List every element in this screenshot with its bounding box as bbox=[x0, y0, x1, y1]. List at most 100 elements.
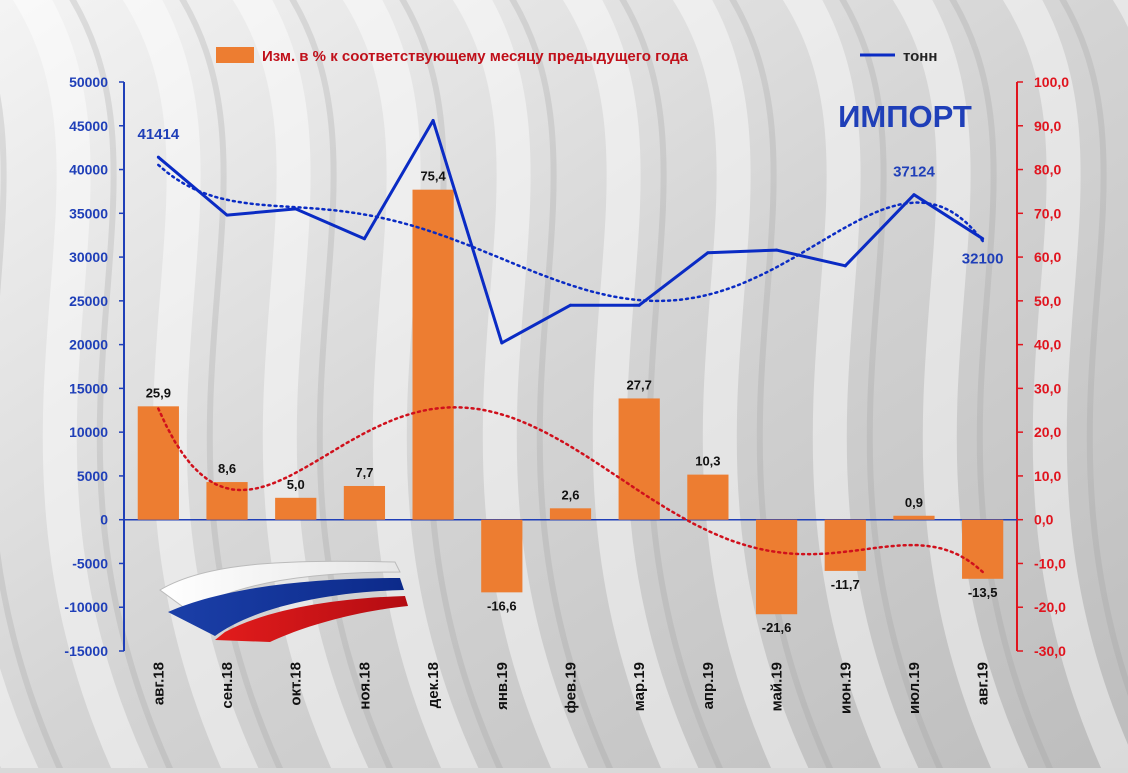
tread-stripe bbox=[892, 0, 1031, 773]
line-point bbox=[706, 251, 710, 255]
tread-groove bbox=[839, 0, 946, 773]
right-axis-tick-label: 50,0 bbox=[1034, 293, 1061, 309]
tread-groove bbox=[0, 93, 66, 773]
tread-stripe bbox=[562, 0, 701, 773]
line-data-label: 41414 bbox=[137, 126, 179, 143]
line-point bbox=[500, 341, 504, 345]
x-axis-labels: авг.18 сен.18 окт.18 ноя.18 дек.18 янв.19 фев.… bbox=[150, 662, 991, 714]
line-point bbox=[569, 303, 572, 307]
legend-bar-swatch bbox=[216, 47, 254, 63]
x-axis-tick-label: ноя.18 bbox=[356, 662, 373, 710]
bar bbox=[893, 515, 935, 520]
left-axis-tick-label: 10000 bbox=[69, 424, 108, 440]
x-axis-tick-label: фев.19 bbox=[563, 662, 580, 713]
x-axis-tick-label: янв.19 bbox=[494, 662, 511, 710]
bar-labels: 25,9 8,6 5,0 7,7 75,4 -16,6 2,6 27,7 10,3 -21,6 -1… bbox=[146, 169, 998, 636]
line-point bbox=[362, 237, 366, 241]
bar bbox=[275, 497, 317, 520]
x-axis-tick-label: июн.19 bbox=[837, 662, 854, 714]
chart-title: ИМПОРТ bbox=[838, 99, 972, 134]
bar-data-label: 2,6 bbox=[561, 487, 579, 502]
line-point bbox=[431, 119, 435, 123]
tread-stripe bbox=[782, 0, 921, 773]
trendlines bbox=[157, 163, 984, 574]
x-axis-tick-label: май.19 bbox=[769, 662, 786, 711]
tread-groove bbox=[509, 0, 616, 773]
bar-data-label: -21,6 bbox=[762, 620, 792, 635]
tread-stripe bbox=[1002, 0, 1128, 773]
tread-stripe bbox=[122, 0, 261, 773]
right-axis-tick-label: 0,0 bbox=[1034, 512, 1054, 528]
line-point bbox=[294, 207, 298, 211]
x-axis-tick-label: дек.18 bbox=[425, 662, 442, 708]
bar-data-label: 75,4 bbox=[420, 169, 446, 184]
bar bbox=[343, 485, 386, 520]
bar-data-label: 0,9 bbox=[905, 495, 923, 510]
left-axis-tick-label: 20000 bbox=[69, 337, 108, 353]
bar-data-label: -11,7 bbox=[831, 577, 860, 592]
left-axis-tick-label: 40000 bbox=[69, 162, 108, 178]
line-point bbox=[843, 264, 847, 268]
bar-data-label: -16,6 bbox=[487, 598, 517, 613]
tread-stripe bbox=[232, 0, 371, 773]
left-axis-tick-label: 15000 bbox=[69, 380, 108, 396]
left-axis-tick-label: 35000 bbox=[69, 205, 108, 221]
line-point bbox=[912, 193, 916, 197]
bar-data-label: 8,6 bbox=[218, 461, 236, 476]
tread-groove bbox=[289, 0, 396, 773]
bar-data-label: 10,3 bbox=[695, 454, 720, 469]
trendline-tonnes bbox=[157, 163, 984, 303]
bar bbox=[412, 189, 454, 520]
bar bbox=[962, 519, 1004, 579]
tread-groove bbox=[619, 0, 726, 773]
tread-stripe bbox=[12, 0, 151, 773]
bar bbox=[481, 519, 523, 593]
line-point bbox=[981, 237, 985, 241]
line-series: 41414 37124 32100 bbox=[137, 119, 1004, 345]
right-axis-tick-label: 10,0 bbox=[1034, 468, 1061, 484]
x-axis-tick-label: окт.18 bbox=[288, 662, 305, 706]
line-point bbox=[637, 303, 641, 307]
right-axis-tick-label: 90,0 bbox=[1034, 118, 1061, 134]
legend: Изм. в % к соответствующему месяцу преды… bbox=[216, 47, 937, 65]
right-axis-tick-label: 80,0 bbox=[1034, 162, 1061, 178]
left-axis-tick-label: -5000 bbox=[72, 555, 108, 571]
legend-line-label: тонн bbox=[903, 48, 937, 65]
x-axis-tick-label: авг.18 bbox=[150, 662, 167, 705]
x-axis-tick-label: авг.19 bbox=[975, 662, 992, 705]
line-data-label: 37124 bbox=[893, 164, 935, 181]
line-point bbox=[156, 155, 160, 159]
left-axis-tick-label: 30000 bbox=[69, 249, 108, 265]
tread-groove bbox=[1059, 0, 1128, 696]
bar-data-label: -13,5 bbox=[968, 585, 998, 600]
right-axis-tick-label: -10,0 bbox=[1034, 555, 1066, 571]
left-axis-tick-label: -10000 bbox=[64, 599, 108, 615]
right-axis-tick-label: 70,0 bbox=[1034, 205, 1061, 221]
left-axis-tick-label: 45000 bbox=[69, 118, 108, 134]
tread-groove bbox=[949, 0, 1056, 773]
line-data-label: 32100 bbox=[962, 251, 1004, 268]
bar bbox=[687, 474, 729, 520]
bar-data-label: 25,9 bbox=[146, 385, 171, 400]
right-axis-tick-label: 100,0 bbox=[1034, 74, 1069, 90]
tread-stripe bbox=[452, 0, 591, 773]
bar-data-label: 5,0 bbox=[287, 477, 305, 492]
left-axis-tick-label: 0 bbox=[100, 512, 108, 528]
bar bbox=[549, 508, 592, 520]
bar bbox=[755, 519, 798, 615]
axes: 5000045000400003500030000250002000015000… bbox=[64, 74, 1069, 659]
left-axis-tick-label: 50000 bbox=[69, 74, 108, 90]
left-axis-tick-label: 5000 bbox=[77, 468, 108, 484]
tread-groove bbox=[729, 0, 836, 773]
right-axis-tick-label: 20,0 bbox=[1034, 424, 1061, 440]
tread-stripe bbox=[672, 0, 811, 773]
tread-stripe bbox=[342, 0, 481, 773]
x-axis-tick-label: мар.19 bbox=[631, 662, 648, 711]
x-axis-tick-label: июл.19 bbox=[906, 662, 923, 714]
right-axis-tick-label: -20,0 bbox=[1034, 599, 1066, 615]
x-axis-tick-label: сен.18 bbox=[219, 662, 236, 709]
right-axis-tick-label: -30,0 bbox=[1034, 643, 1066, 659]
